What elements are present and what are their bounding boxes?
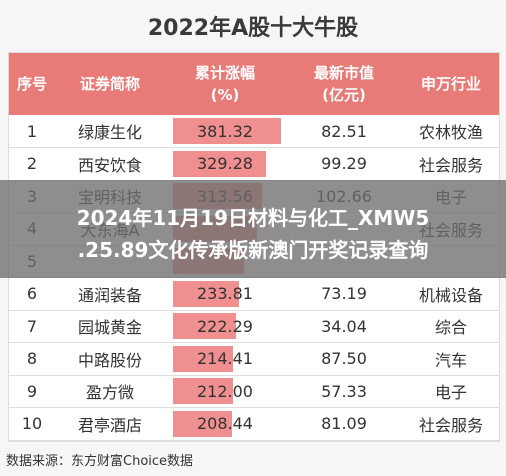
- cap-cell: 57.33: [321, 381, 367, 401]
- page-title: 2022年A股十大牛股: [147, 16, 359, 41]
- cap-cell: 87.50: [321, 349, 367, 368]
- gain-cell: 381.32: [197, 121, 253, 141]
- rank-cell: 10: [21, 414, 43, 433]
- overlay-banner: 2024年11月19日材料与化工_XMW5 .25.89文化传承版新澳门开奖记录…: [0, 180, 506, 278]
- cap-cell: 81.09: [321, 414, 367, 433]
- rank-cell: 9: [26, 381, 38, 401]
- cap-cell: 82.51: [321, 121, 367, 141]
- industry-cell: 汽车: [434, 350, 467, 370]
- industry-cell: 综合: [434, 318, 467, 337]
- cap-cell: 34.04: [321, 316, 367, 336]
- industry-cell: 社会服务: [418, 415, 483, 435]
- cap-cell: 73.19: [321, 284, 367, 303]
- gain-bar: [173, 150, 266, 177]
- gain-bar: [173, 313, 236, 339]
- header-industry: 申万行业: [420, 75, 481, 93]
- source-note: 数据来源：东方财富Choice数据: [6, 454, 194, 469]
- gain-bar: [173, 118, 281, 144]
- gain-bar: [173, 410, 233, 437]
- table-row: 1 绿康生化 381.32 82.51 农林牧渔: [9, 115, 499, 148]
- industry-cell: 社会服务: [418, 155, 483, 175]
- gain-cell: 212.00: [197, 381, 253, 401]
- industry-cell: 电子: [434, 383, 467, 402]
- rank-cell: 1: [26, 121, 38, 141]
- gain-bar: [173, 378, 234, 404]
- gain-cell: 214.41: [197, 349, 253, 368]
- name-cell: 盈方微: [85, 383, 134, 402]
- name-cell: 君亭酒店: [77, 415, 142, 435]
- gain-cell: 208.44: [197, 414, 253, 433]
- name-cell: 绿康生化: [77, 123, 142, 142]
- name-cell: 中路股份: [77, 350, 142, 370]
- table-row: 10 君亭酒店 208.44 81.09 社会服务: [9, 408, 499, 441]
- header-gain: 累计涨幅 (%): [194, 64, 255, 104]
- gain-bar: [173, 345, 234, 372]
- gain-cell: 329.28: [197, 154, 253, 173]
- gain-cell: 233.81: [197, 284, 253, 303]
- table-row: 2 西安饮食 329.28 99.29 社会服务: [9, 148, 499, 181]
- name-cell: 园城黄金: [77, 318, 142, 337]
- industry-cell: 机械设备: [418, 285, 483, 305]
- cap-cell: 99.29: [321, 154, 367, 173]
- overlay-line-2: .25.89文化传承版新澳门开奖记录查询: [77, 238, 429, 262]
- industry-cell: 农林牧渔: [418, 123, 483, 142]
- gain-bar: [173, 280, 239, 307]
- header-name: 证券简称: [79, 75, 140, 93]
- header-cap: 最新市值 (亿元): [313, 64, 374, 104]
- name-cell: 通润装备: [77, 285, 142, 305]
- rank-cell: 6: [26, 284, 38, 303]
- rank-cell: 7: [26, 316, 38, 336]
- rank-cell: 8: [26, 349, 38, 368]
- rank-cell: 2: [26, 154, 38, 173]
- name-cell: 西安饮食: [77, 155, 142, 175]
- table-row: 7 园城黄金 222.29 34.04 综合: [9, 310, 499, 343]
- table-header: 序号 证券简称 累计涨幅 (%) 最新市值 (亿元) 申万行业: [9, 53, 499, 115]
- table-row: 9 盈方微 212.00 57.33 电子: [9, 375, 499, 408]
- overlay-line-1: 2024年11月19日材料与化工_XMW5: [76, 206, 430, 230]
- table-row: 8 中路股份 214.41 87.50 汽车: [9, 343, 499, 376]
- header-rank: 序号: [16, 75, 47, 93]
- gain-cell: 222.29: [197, 316, 253, 336]
- table-row: 6 通润装备 233.81 73.19 机械设备: [9, 278, 499, 311]
